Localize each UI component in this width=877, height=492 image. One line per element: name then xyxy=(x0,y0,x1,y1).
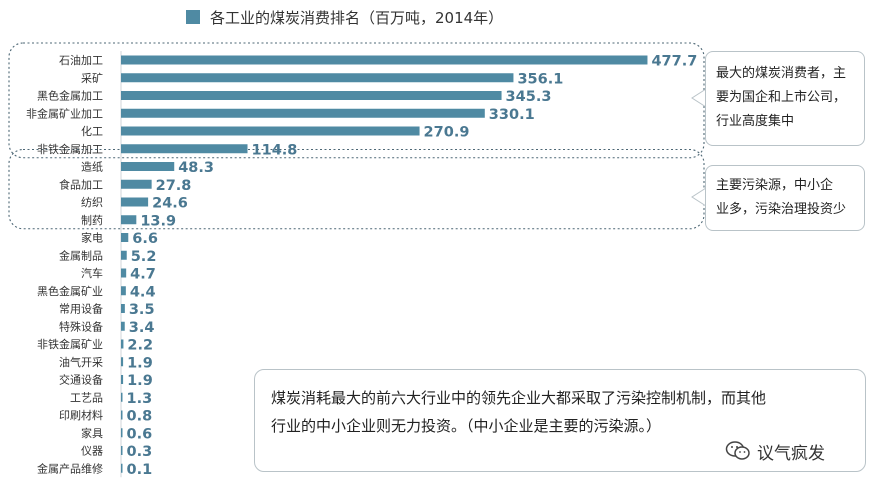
group-outline-pollution-sources xyxy=(8,148,705,230)
value-label-10: 6.6 xyxy=(132,231,158,247)
value-label-16: 2.2 xyxy=(127,338,153,354)
category-label-17: 油气开采 xyxy=(59,355,103,369)
category-label-8: 纺织 xyxy=(81,195,103,209)
category-label-5: 非铁金属加工 xyxy=(37,142,103,156)
bar-20 xyxy=(121,410,123,420)
bar-12 xyxy=(121,268,127,278)
value-label-17: 1.9 xyxy=(127,355,153,371)
category-label-15: 特殊设备 xyxy=(59,319,103,333)
bar-14 xyxy=(121,304,125,313)
bar-2 xyxy=(121,91,502,100)
bar-9 xyxy=(121,215,137,225)
category-label-0: 石油加工 xyxy=(59,53,103,67)
bar-3 xyxy=(121,108,485,118)
category-label-7: 食品加工 xyxy=(59,177,103,191)
value-label-14: 3.5 xyxy=(129,302,155,318)
callout-summary-line-2: 行业的中小企业则无力投资。（中小企业是主要的污染源。） xyxy=(271,417,662,435)
watermark-text: 议气疯发 xyxy=(757,443,825,464)
bar-4 xyxy=(121,126,420,136)
callout-pollution-sources-line-2: 业多，污染治理投资少 xyxy=(716,202,847,217)
category-label-6: 造纸 xyxy=(81,160,103,174)
bar-21 xyxy=(121,428,123,438)
category-label-12: 汽车 xyxy=(81,266,103,280)
value-label-7: 27.8 xyxy=(156,178,192,194)
category-label-20: 印刷材料 xyxy=(59,408,103,422)
callout-pollution-sources: 主要污染源，中小企 业多，污染治理投资少 xyxy=(705,165,865,231)
value-label-22: 0.3 xyxy=(127,444,153,460)
category-label-21: 家具 xyxy=(81,426,103,440)
legend-swatch xyxy=(186,10,200,24)
callout-summary: 煤炭消耗最大的前六大行业中的领先企业大都采取了污染控制机制，而其他 行业的中小企… xyxy=(254,369,866,472)
bar-23 xyxy=(121,463,123,473)
value-label-12: 4.7 xyxy=(130,267,156,283)
value-label-13: 4.4 xyxy=(130,284,156,300)
value-label-9: 13.9 xyxy=(140,213,176,229)
category-label-3: 非金属矿业加工 xyxy=(26,106,103,120)
legend-label: 各工业的煤炭消费排名（百万吨，2014年） xyxy=(210,8,504,27)
bar-18 xyxy=(121,375,124,384)
bar-15 xyxy=(121,321,125,331)
category-label-16: 非铁金属矿业 xyxy=(37,337,103,351)
category-label-1: 采矿 xyxy=(81,72,103,85)
bar-1 xyxy=(121,73,514,83)
bar-8 xyxy=(121,197,149,207)
value-label-23: 0.1 xyxy=(127,462,153,478)
bar-22 xyxy=(121,446,123,455)
category-label-13: 黑色金属矿业 xyxy=(37,284,103,298)
category-label-23: 金属产品维修 xyxy=(37,461,103,475)
bar-10 xyxy=(121,233,129,242)
callout-pollution-sources-pointer xyxy=(691,187,707,207)
category-label-18: 交通设备 xyxy=(59,373,103,387)
category-label-10: 家电 xyxy=(81,231,103,245)
value-label-21: 0.6 xyxy=(127,426,153,442)
value-label-5: 114.8 xyxy=(252,142,298,158)
category-label-2: 黑色金属加工 xyxy=(37,89,103,103)
callout-top-consumers-line-3: 行业高度集中 xyxy=(716,114,795,129)
bar-17 xyxy=(121,357,124,367)
category-label-14: 常用设备 xyxy=(59,302,103,316)
category-label-19: 工艺品 xyxy=(70,391,103,404)
bar-13 xyxy=(121,286,126,296)
category-label-4: 化工 xyxy=(81,124,103,138)
watermark: 议气疯发 xyxy=(725,436,825,466)
value-label-3: 330.1 xyxy=(489,107,535,123)
value-label-19: 1.3 xyxy=(127,391,153,407)
callout-summary-line-1: 煤炭消耗最大的前六大行业中的领先企业大都采取了污染控制机制，而其他 xyxy=(271,389,767,407)
value-label-4: 270.9 xyxy=(424,125,470,141)
value-label-6: 48.3 xyxy=(178,160,214,176)
value-label-1: 356.1 xyxy=(517,71,563,87)
value-label-2: 345.3 xyxy=(506,89,552,105)
value-label-20: 0.8 xyxy=(127,409,153,425)
group-outline-top-consumers xyxy=(8,42,705,159)
bar-6 xyxy=(121,162,175,171)
callout-top-consumers: 最大的煤炭消费者，主 要为国企和上市公司， 行业高度集中 xyxy=(705,51,865,146)
bar-11 xyxy=(121,250,127,260)
value-label-11: 5.2 xyxy=(131,249,157,265)
bar-19 xyxy=(121,392,123,402)
bar-16 xyxy=(121,339,124,349)
value-label-15: 3.4 xyxy=(129,320,155,336)
bar-7 xyxy=(121,179,152,189)
value-label-0: 477.7 xyxy=(651,54,697,70)
category-label-9: 制药 xyxy=(81,214,103,227)
bar-0 xyxy=(121,55,648,65)
bar-5 xyxy=(121,144,248,154)
wechat-icon xyxy=(725,441,750,460)
category-label-11: 金属制品 xyxy=(59,248,103,262)
chart-legend: 各工业的煤炭消费排名（百万吨，2014年） xyxy=(186,6,503,28)
value-label-8: 24.6 xyxy=(152,196,188,212)
callout-top-consumers-line-1: 最大的煤炭消费者，主 xyxy=(716,66,847,81)
callout-top-consumers-pointer xyxy=(691,88,707,108)
callout-pollution-sources-line-1: 主要污染源，中小企 xyxy=(716,178,834,193)
value-label-18: 1.9 xyxy=(127,373,153,389)
category-label-22: 仪器 xyxy=(81,445,103,458)
callout-top-consumers-line-2: 要为国企和上市公司， xyxy=(716,90,847,105)
